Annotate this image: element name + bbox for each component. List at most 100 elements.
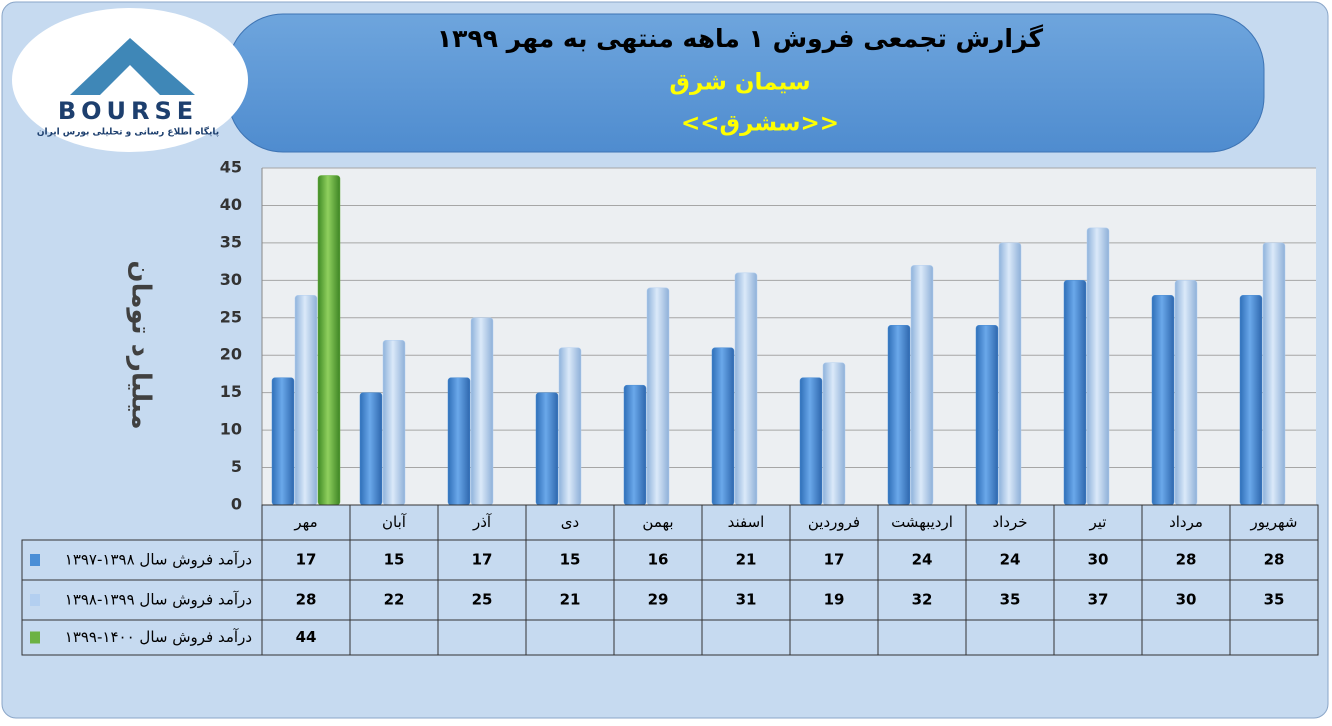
bar bbox=[711, 347, 735, 506]
table-cell bbox=[261, 504, 351, 541]
table-value: 37 bbox=[1088, 591, 1109, 609]
table-cell bbox=[1141, 579, 1231, 621]
table-cell bbox=[789, 619, 879, 656]
table-value: 21 bbox=[560, 591, 581, 609]
table-cell bbox=[965, 504, 1055, 541]
bar bbox=[359, 392, 383, 506]
table-cell bbox=[613, 619, 703, 656]
x-tick-label: خرداد bbox=[992, 513, 1027, 531]
table-cell bbox=[1053, 579, 1143, 621]
table-cell bbox=[1053, 504, 1143, 541]
table-cell bbox=[965, 579, 1055, 621]
bar bbox=[1174, 280, 1198, 506]
y-tick-label: 30 bbox=[220, 270, 242, 289]
table-cell bbox=[437, 539, 527, 581]
bar bbox=[998, 242, 1022, 506]
x-tick-label: بهمن bbox=[642, 513, 673, 531]
table-value: 28 bbox=[296, 591, 317, 609]
table-cell bbox=[877, 619, 967, 656]
bar bbox=[1151, 295, 1175, 506]
table-cell bbox=[1229, 619, 1319, 656]
table-cell bbox=[1053, 619, 1143, 656]
table-cell bbox=[789, 579, 879, 621]
table-cell bbox=[877, 539, 967, 581]
table-value: 35 bbox=[1264, 591, 1285, 609]
legend-label: درآمد فروش سال ۱۳۹۸-۱۳۹۷ bbox=[65, 551, 252, 569]
legend-label: درآمد فروش سال ۱۴۰۰-۱۳۹۹ bbox=[65, 628, 252, 646]
legend-swatch bbox=[30, 594, 40, 606]
table-cell bbox=[1141, 504, 1231, 541]
table-cell bbox=[525, 539, 615, 581]
table-value: 21 bbox=[736, 551, 757, 569]
table-value: 17 bbox=[472, 551, 493, 569]
table-cell bbox=[349, 579, 439, 621]
table-cell bbox=[21, 539, 263, 581]
bar bbox=[975, 325, 999, 506]
y-tick-label: 35 bbox=[220, 232, 242, 251]
y-tick-label: 45 bbox=[220, 158, 242, 177]
bar bbox=[1262, 242, 1286, 506]
table-value: 16 bbox=[648, 551, 669, 569]
table-cell bbox=[1229, 504, 1319, 541]
table-cell bbox=[701, 619, 791, 656]
table-cell bbox=[437, 619, 527, 656]
table-value: 32 bbox=[912, 591, 933, 609]
table-cell bbox=[1229, 579, 1319, 621]
bar bbox=[910, 265, 934, 506]
x-tick-label: فروردین bbox=[808, 513, 860, 531]
legend-swatch bbox=[30, 631, 40, 644]
y-axis-label: میلیارد تومان bbox=[126, 260, 156, 429]
y-tick-label: 15 bbox=[220, 382, 242, 401]
logo-mark bbox=[70, 38, 195, 95]
table-cell bbox=[261, 619, 351, 656]
chart-subtitle: سیمان شرق bbox=[669, 70, 810, 96]
table-value: 15 bbox=[384, 551, 405, 569]
table-cell bbox=[965, 619, 1055, 656]
table-value: 35 bbox=[1000, 591, 1021, 609]
logo-name: BOURSE bbox=[58, 97, 198, 125]
table-cell bbox=[21, 579, 263, 621]
table-cell bbox=[613, 539, 703, 581]
table-cell bbox=[1229, 539, 1319, 581]
y-tick-label: 0 bbox=[231, 495, 242, 514]
x-tick-label: تیر bbox=[1089, 513, 1107, 531]
table-value: 24 bbox=[912, 551, 933, 569]
table-cell bbox=[349, 619, 439, 656]
x-tick-label: اسفند bbox=[728, 513, 765, 531]
table-cell bbox=[525, 619, 615, 656]
table-cell bbox=[965, 539, 1055, 581]
bar bbox=[734, 272, 758, 506]
bar bbox=[822, 362, 846, 506]
table-cell bbox=[1141, 619, 1231, 656]
x-tick-label: آذر bbox=[472, 513, 492, 531]
bar bbox=[558, 347, 582, 506]
y-tick-label: 25 bbox=[220, 307, 242, 326]
bar bbox=[799, 377, 823, 506]
table-value: 15 bbox=[560, 551, 581, 569]
x-tick-label: آبان bbox=[382, 513, 407, 531]
table-value: 30 bbox=[1176, 591, 1197, 609]
x-tick-label: دی bbox=[561, 513, 579, 531]
logo-tagline: پایگاه اطلاع رسانی و تحلیلی بورس ایران bbox=[37, 126, 219, 138]
bar bbox=[887, 325, 911, 506]
table-cell bbox=[349, 504, 439, 541]
bar bbox=[317, 175, 341, 506]
table-cell bbox=[701, 539, 791, 581]
table-value: 17 bbox=[824, 551, 845, 569]
legend-label: درآمد فروش سال ۱۳۹۹-۱۳۹۸ bbox=[65, 591, 252, 609]
bar bbox=[1063, 280, 1087, 506]
table-value: 28 bbox=[1264, 551, 1285, 569]
table-value: 19 bbox=[824, 591, 845, 609]
table-value: 24 bbox=[1000, 551, 1021, 569]
bar bbox=[447, 377, 471, 506]
bar bbox=[646, 287, 670, 506]
x-tick-label: اردیبهشت bbox=[891, 513, 953, 531]
x-tick-label: مهر bbox=[293, 513, 317, 531]
legend-swatch bbox=[30, 554, 40, 566]
table-value: 28 bbox=[1176, 551, 1197, 569]
table-cell bbox=[21, 619, 263, 656]
logo: BOURSE پایگاه اطلاع رسانی و تحلیلی بورس … bbox=[12, 8, 248, 152]
table-value: 22 bbox=[384, 591, 405, 609]
y-tick-label: 5 bbox=[231, 457, 242, 476]
x-tick-label: مرداد bbox=[1169, 513, 1203, 531]
